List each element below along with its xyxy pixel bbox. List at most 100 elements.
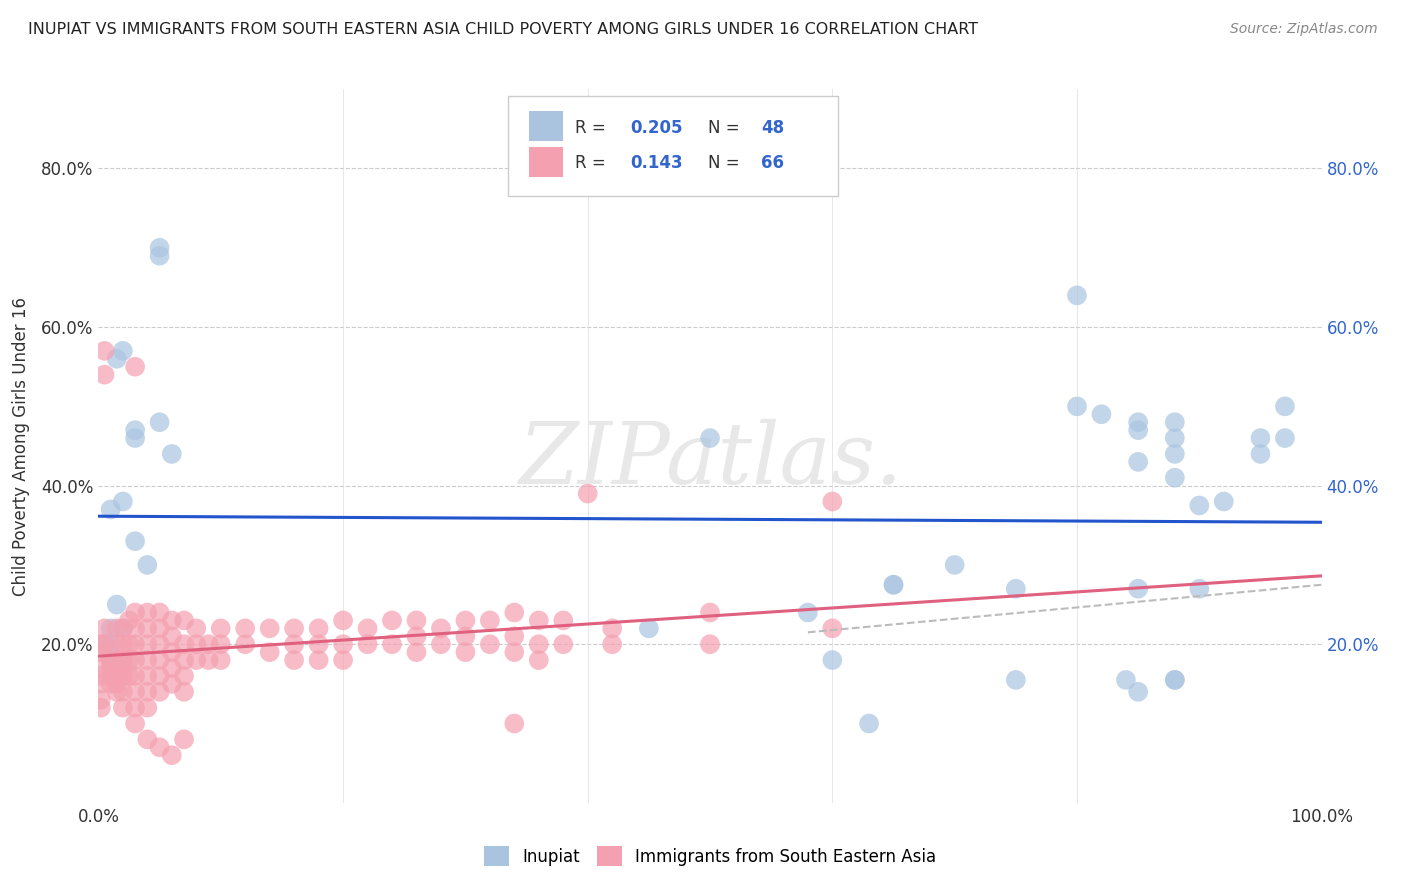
Point [454,614,477,628]
Point [430,637,453,651]
Point [405,629,427,643]
Point [118,653,141,667]
Point [821,494,844,508]
Point [105,685,128,699]
Point [821,653,844,667]
Point [136,637,159,651]
Point [1066,288,1088,302]
Point [173,669,195,683]
Point [93,637,115,651]
Point [405,614,427,628]
Point [308,621,330,635]
Point [1128,415,1150,429]
Point [405,645,427,659]
Point [111,653,134,667]
Point [883,578,905,592]
Text: 0.205: 0.205 [630,119,683,136]
Point [503,645,526,659]
Point [111,700,134,714]
Point [186,621,208,635]
Point [356,621,378,635]
Point [283,621,305,635]
Point [100,669,122,683]
Point [93,343,115,358]
Point [527,653,550,667]
Point [105,598,128,612]
Point [149,740,172,755]
Point [149,621,172,635]
Point [197,637,219,651]
Point [1066,400,1088,414]
Point [503,629,526,643]
Point [259,621,281,635]
Point [136,621,159,635]
Text: Source: ZipAtlas.com: Source: ZipAtlas.com [1230,22,1378,37]
Point [1212,494,1234,508]
Point [1090,407,1112,421]
Point [124,606,146,620]
Point [149,653,172,667]
Point [209,637,232,651]
Point [1004,673,1026,687]
Point [124,637,146,651]
Point [111,494,134,508]
Point [381,637,404,651]
Point [136,669,159,683]
Point [173,685,195,699]
Point [124,685,146,699]
Point [111,669,134,683]
Point [136,685,159,699]
Bar [529,112,564,141]
Point [160,748,183,763]
Point [1164,431,1187,445]
Point [173,732,195,747]
Text: R =: R = [575,153,612,171]
Point [111,343,134,358]
Point [90,692,112,706]
Point [124,359,146,374]
Point [93,637,115,651]
Point [209,653,232,667]
Point [149,637,172,651]
Point [100,653,122,667]
Text: 48: 48 [762,119,785,136]
Point [1249,431,1271,445]
Point [93,368,115,382]
Point [118,637,141,651]
Point [100,637,122,651]
Point [105,677,128,691]
Point [259,645,281,659]
Point [118,669,141,683]
Point [160,677,183,691]
Point [478,614,501,628]
Point [149,685,172,699]
Point [233,621,256,635]
Point [100,661,122,675]
Point [111,621,134,635]
Point [160,661,183,675]
Point [149,241,172,255]
Point [160,614,183,628]
Point [553,637,575,651]
Point [332,653,354,667]
Point [283,637,305,651]
Point [1164,447,1187,461]
Point [186,653,208,667]
Point [821,621,844,635]
Text: ZIPatlas.: ZIPatlas. [517,419,903,501]
Point [124,653,146,667]
Point [576,486,599,500]
Point [173,637,195,651]
Point [90,661,112,675]
Point [1188,499,1211,513]
Point [503,606,526,620]
Point [1274,400,1296,414]
Point [136,732,159,747]
Point [454,645,477,659]
Point [160,645,183,659]
Point [105,661,128,675]
Point [356,637,378,651]
Point [209,621,232,635]
Point [699,637,721,651]
Point [600,621,623,635]
